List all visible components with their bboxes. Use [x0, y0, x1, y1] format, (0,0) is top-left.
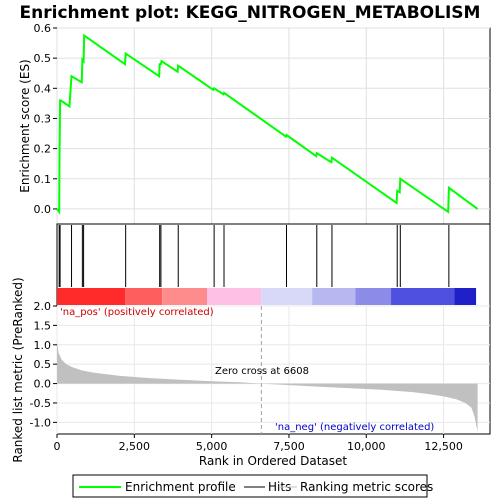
metric-y-tick-label: 0.5	[34, 358, 52, 371]
metric-panel: 2.0 1.5 1.0 0.5 0.0 -0.5 -1.0 'na_pos' (positi…	[11, 277, 491, 463]
es-y-tick-label: 0.4	[34, 82, 52, 95]
hit-markers	[58, 225, 450, 287]
es-y-axis: 0.0 0.1 0.2 0.3 0.4 0.5 0.6	[34, 22, 57, 216]
enrichment-profile-line	[56, 33, 479, 215]
metric-y-tick-label: -0.5	[30, 397, 51, 410]
x-tick-label: 12,500	[424, 440, 463, 453]
legend-label-enrichment-profile: Enrichment profile	[125, 480, 236, 494]
x-axis: 0 2,500 5,000 7,500 10,000 12,500	[54, 434, 463, 453]
metric-y-tick-label: 1.0	[34, 339, 52, 352]
chart-title: Enrichment plot: KEGG_NITROGEN_METABOLIS…	[20, 3, 481, 23]
legend-label-ranking-metric: Ranking metric scores	[300, 480, 433, 494]
legend-frame	[72, 474, 428, 498]
es-y-tick-label: 0.5	[34, 52, 52, 65]
es-panel-frame	[56, 27, 491, 225]
x-axis-title: Rank in Ordered Dataset	[199, 454, 347, 468]
es-y-tick-label: 0.1	[34, 173, 52, 186]
es-y-tick-label: 0.6	[34, 22, 52, 35]
rank-color-bar	[57, 288, 477, 305]
color-bar-segment	[312, 288, 356, 305]
es-panel: 0.0 0.1 0.2 0.3 0.4 0.5 0.6 Enrichment score (…	[18, 22, 491, 225]
metric-y-tick-label: 2.0	[34, 300, 52, 313]
x-tick-label: 2,500	[119, 440, 151, 453]
color-bar-segment	[207, 288, 262, 305]
metric-y-tick-label: 0.0	[34, 378, 52, 391]
zero-cross-label: Zero cross at 6608	[215, 366, 309, 377]
metric-y-tick-label: 1.5	[34, 319, 52, 332]
legend-label-hits: Hits	[268, 480, 291, 494]
metric-gridlines	[56, 305, 490, 434]
metric-y-axis-title: Ranked list metric (PreRanked)	[11, 277, 25, 462]
pos-correlated-label: 'na_pos' (positively correlated)	[60, 307, 214, 318]
color-bar-segment	[162, 288, 208, 305]
es-y-axis-title: Enrichment score (ES)	[18, 59, 32, 192]
x-tick-label: 0	[54, 440, 61, 453]
legend: Enrichment profile Hits Ranking metric s…	[72, 474, 433, 498]
ranking-metric-area	[57, 340, 478, 433]
es-y-tick-label: 0.3	[34, 112, 52, 125]
color-bar-segment	[261, 288, 313, 305]
es-gridlines	[56, 27, 490, 224]
hits-panel	[56, 223, 491, 309]
es-y-tick-label: 0.0	[34, 203, 52, 216]
x-tick-label: 5,000	[196, 440, 228, 453]
color-bar-segment	[391, 288, 455, 305]
es-y-tick-label: 0.2	[34, 143, 52, 156]
neg-correlated-label: 'na_neg' (negatively correlated)	[275, 422, 434, 433]
x-tick-label: 10,000	[347, 440, 386, 453]
metric-y-axis: 2.0 1.5 1.0 0.5 0.0 -0.5 -1.0	[30, 300, 57, 429]
color-bar-segment	[57, 288, 126, 305]
color-bar-segment	[454, 288, 477, 305]
metric-y-tick-label: -1.0	[30, 416, 51, 429]
metric-panel-frame	[56, 305, 491, 435]
x-tick-label: 7,500	[273, 440, 305, 453]
color-bar-segment	[125, 288, 163, 305]
color-bar-segment	[355, 288, 392, 305]
